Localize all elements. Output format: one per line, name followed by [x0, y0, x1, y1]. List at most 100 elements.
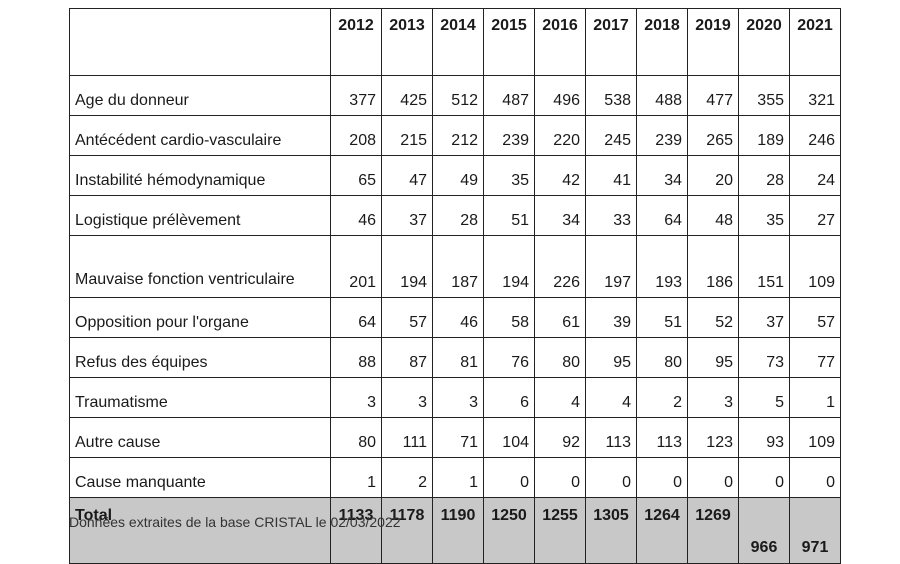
year-header: 2021 [789, 8, 841, 76]
value-cell: 58 [483, 297, 535, 338]
value-cell: 93 [738, 417, 790, 458]
total-value-cell: 1190 [432, 497, 484, 564]
row-label: Antécédent cardio-vasculaire [69, 115, 331, 156]
value-cell: 212 [432, 115, 484, 156]
value-cell: 215 [381, 115, 433, 156]
header-row: 2012 2013 2014 2015 2016 2017 2018 2019 … [69, 8, 841, 76]
value-cell: 488 [636, 75, 688, 116]
value-cell: 46 [330, 195, 382, 236]
value-cell: 4 [534, 377, 586, 418]
row-label: Age du donneur [69, 75, 331, 116]
value-cell: 37 [738, 297, 790, 338]
value-cell: 113 [585, 417, 637, 458]
value-cell: 189 [738, 115, 790, 156]
value-cell: 245 [585, 115, 637, 156]
value-cell: 88 [330, 337, 382, 378]
row-label: Traumatisme [69, 377, 331, 418]
header-corner-cell [69, 8, 331, 76]
total-value-cell: 1305 [585, 497, 637, 564]
total-value-cell: 1133 [330, 497, 382, 564]
value-cell: 220 [534, 115, 586, 156]
table-row: Refus des équipes 88 87 81 76 80 95 80 95 73 77 [69, 337, 841, 378]
year-header: 2020 [738, 8, 790, 76]
row-label: Autre cause [69, 417, 331, 458]
table-row: Instabilité hémodynamique 65 47 49 35 42 41 34 2… [69, 155, 841, 196]
value-cell: 34 [534, 195, 586, 236]
value-cell: 0 [483, 457, 535, 498]
value-cell: 197 [585, 235, 637, 298]
value-cell: 477 [687, 75, 739, 116]
value-cell: 496 [534, 75, 586, 116]
year-header: 2012 [330, 8, 382, 76]
value-cell: 4 [585, 377, 637, 418]
value-cell: 0 [738, 457, 790, 498]
value-cell: 46 [432, 297, 484, 338]
value-cell: 65 [330, 155, 382, 196]
value-cell: 425 [381, 75, 433, 116]
value-cell: 35 [738, 195, 790, 236]
total-value-cell: 1250 [483, 497, 535, 564]
year-header: 2013 [381, 8, 433, 76]
value-cell: 28 [432, 195, 484, 236]
value-cell: 355 [738, 75, 790, 116]
value-cell: 0 [687, 457, 739, 498]
value-cell: 64 [636, 195, 688, 236]
value-cell: 377 [330, 75, 382, 116]
value-cell: 20 [687, 155, 739, 196]
cause-table: 2012 2013 2014 2015 2016 2017 2018 2019 … [69, 8, 841, 564]
year-header: 2014 [432, 8, 484, 76]
year-header: 2018 [636, 8, 688, 76]
value-cell: 37 [381, 195, 433, 236]
table-row: Logistique prélèvement 46 37 28 51 34 33 64 48 35… [69, 195, 841, 236]
value-cell: 194 [381, 235, 433, 298]
value-cell: 61 [534, 297, 586, 338]
row-label: Instabilité hémodynamique [69, 155, 331, 196]
value-cell: 1 [432, 457, 484, 498]
value-cell: 5 [738, 377, 790, 418]
value-cell: 187 [432, 235, 484, 298]
value-cell: 0 [585, 457, 637, 498]
value-cell: 201 [330, 235, 382, 298]
value-cell: 109 [789, 417, 841, 458]
year-header: 2017 [585, 8, 637, 76]
total-value-cell: 1178 [381, 497, 433, 564]
value-cell: 51 [483, 195, 535, 236]
table-row: Age du donneur 377 425 512 487 496 538 488 477 35… [69, 75, 841, 116]
value-cell: 193 [636, 235, 688, 298]
value-cell: 3 [381, 377, 433, 418]
total-value-cell: 1255 [534, 497, 586, 564]
value-cell: 81 [432, 337, 484, 378]
value-cell: 123 [687, 417, 739, 458]
value-cell: 194 [483, 235, 535, 298]
value-cell: 95 [585, 337, 637, 378]
value-cell: 321 [789, 75, 841, 116]
value-cell: 48 [687, 195, 739, 236]
value-cell: 6 [483, 377, 535, 418]
table-row: Autre cause 80 111 71 104 92 113 113 123 93 109 [69, 417, 841, 458]
value-cell: 73 [738, 337, 790, 378]
total-value-cell: 966 [738, 497, 790, 564]
value-cell: 246 [789, 115, 841, 156]
value-cell: 3 [687, 377, 739, 418]
value-cell: 239 [636, 115, 688, 156]
value-cell: 95 [687, 337, 739, 378]
value-cell: 57 [381, 297, 433, 338]
value-cell: 24 [789, 155, 841, 196]
value-cell: 39 [585, 297, 637, 338]
value-cell: 2 [381, 457, 433, 498]
source-note: Données extraites de la base CRISTAL le … [69, 514, 401, 530]
value-cell: 0 [534, 457, 586, 498]
value-cell: 3 [432, 377, 484, 418]
value-cell: 538 [585, 75, 637, 116]
row-label: Logistique prélèvement [69, 195, 331, 236]
row-label: Cause manquante [69, 457, 331, 498]
value-cell: 265 [687, 115, 739, 156]
table-row: Cause manquante 1 2 1 0 0 0 0 0 0 0 [69, 457, 841, 498]
value-cell: 1 [789, 377, 841, 418]
value-cell: 27 [789, 195, 841, 236]
value-cell: 34 [636, 155, 688, 196]
value-cell: 0 [636, 457, 688, 498]
total-row: Total 1133 1178 1190 1250 1255 1305 1264 1269 966… [69, 497, 841, 564]
value-cell: 226 [534, 235, 586, 298]
value-cell: 3 [330, 377, 382, 418]
